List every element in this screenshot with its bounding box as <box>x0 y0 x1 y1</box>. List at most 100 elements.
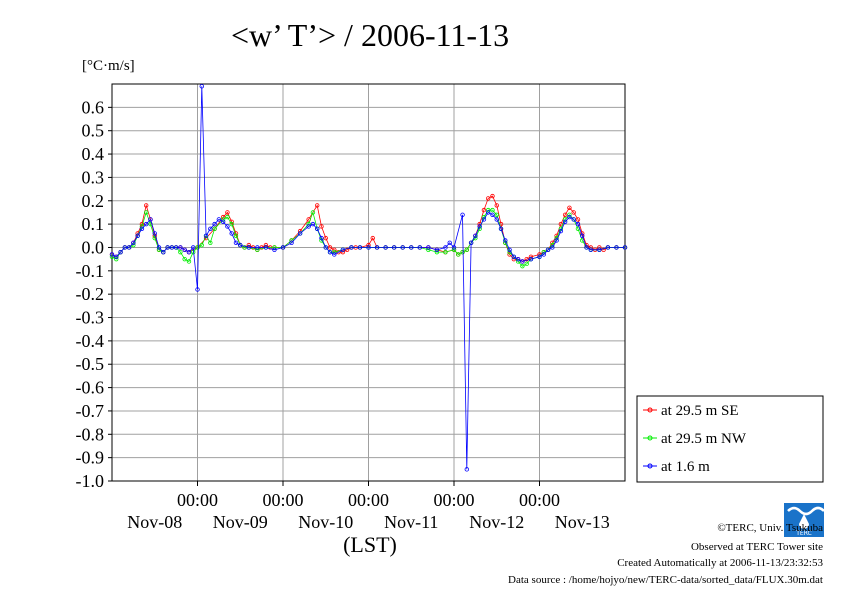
data-point <box>567 214 572 220</box>
data-point <box>169 245 175 250</box>
legend-swatch-marker <box>647 463 653 469</box>
data-point <box>327 245 333 250</box>
data-point <box>503 238 508 243</box>
data-point <box>315 226 320 231</box>
legend-box <box>636 395 824 483</box>
data-point <box>451 245 457 250</box>
data-point <box>323 235 328 241</box>
series-low <box>109 84 628 472</box>
data-point <box>511 254 517 260</box>
data-point <box>263 245 269 250</box>
data-point <box>319 224 324 229</box>
data-point <box>370 235 375 241</box>
data-point <box>554 238 559 243</box>
data-point <box>272 247 277 253</box>
data-point <box>434 249 440 255</box>
data-point <box>143 210 149 215</box>
data-point <box>327 249 333 255</box>
data-point <box>319 235 324 241</box>
logo-wave-icon <box>787 506 825 516</box>
data-point <box>203 233 209 238</box>
data-point <box>622 245 628 250</box>
data-point <box>349 245 354 250</box>
data-point <box>545 247 551 253</box>
data-point <box>575 221 581 227</box>
data-point <box>118 249 123 255</box>
y-tick-label: 0.0 <box>82 237 105 257</box>
x-tick-time-label: 00:00 <box>348 490 389 510</box>
y-tick-label: 0.6 <box>82 97 105 117</box>
data-point <box>541 252 546 257</box>
y-tick-label: 0.5 <box>82 121 105 141</box>
data-point <box>490 193 495 199</box>
legend-label: at 1.6 m <box>661 459 710 475</box>
data-point <box>178 245 183 250</box>
y-tick-label: -0.4 <box>76 331 105 351</box>
data-point <box>460 249 465 255</box>
data-point <box>246 245 251 250</box>
data-point <box>597 247 602 253</box>
data-point <box>310 221 316 227</box>
data-point <box>562 212 568 217</box>
data-point <box>315 203 320 208</box>
data-point <box>374 245 380 250</box>
data-point <box>220 219 226 224</box>
data-point <box>588 245 593 250</box>
data-point <box>443 249 448 255</box>
data-point <box>473 233 478 238</box>
data-point <box>114 254 119 260</box>
data-point <box>400 245 405 250</box>
data-point <box>332 252 337 257</box>
data-point <box>481 217 487 222</box>
y-tick-label: -0.5 <box>76 354 105 374</box>
data-point <box>173 245 179 250</box>
data-point <box>182 256 187 262</box>
data-point <box>109 252 115 257</box>
data-point <box>468 240 474 245</box>
x-date-label: Nov-08 <box>127 512 182 532</box>
data-point <box>114 256 119 262</box>
x-date-label: Nov-11 <box>384 512 438 532</box>
data-point <box>571 210 576 215</box>
y-tick-label: 0.4 <box>82 144 105 164</box>
chart-title: <w’ T’> / 2006-11-13 <box>231 17 509 53</box>
data-point <box>477 224 482 229</box>
y-tick-label: -0.8 <box>76 424 105 444</box>
data-point <box>426 247 431 253</box>
data-point <box>537 254 542 260</box>
data-point <box>156 245 162 250</box>
y-tick-label: -0.1 <box>76 261 105 281</box>
data-point <box>186 249 192 255</box>
x-date-label: Nov-12 <box>469 512 524 532</box>
data-point <box>208 226 213 231</box>
data-point <box>306 221 311 227</box>
y-tick-label: 0.1 <box>82 214 105 234</box>
data-point <box>229 221 234 227</box>
y-tick-label: 0.2 <box>82 191 105 211</box>
data-point <box>122 245 128 250</box>
data-point <box>225 214 230 220</box>
data-point <box>212 221 217 227</box>
x-date-label: Nov-10 <box>298 512 353 532</box>
data-point <box>494 212 499 217</box>
data-point <box>143 203 149 208</box>
data-point <box>567 205 572 210</box>
legend-label: at 29.5 m SE <box>661 403 739 419</box>
data-point <box>486 207 491 213</box>
legend-swatch-marker <box>647 407 653 413</box>
data-point <box>447 240 452 245</box>
data-point <box>357 245 363 250</box>
data-point <box>575 217 581 222</box>
data-point <box>233 233 239 238</box>
data-point <box>135 233 140 238</box>
x-tick-time-label: 00:00 <box>519 490 560 510</box>
data-point <box>255 245 260 250</box>
data-point <box>161 249 166 255</box>
data-point <box>242 245 247 250</box>
data-point <box>614 245 619 250</box>
data-point <box>558 228 564 234</box>
data-point <box>580 233 585 238</box>
data-point <box>220 217 226 222</box>
footer-observed: Observed at TERC Tower site <box>691 541 823 553</box>
